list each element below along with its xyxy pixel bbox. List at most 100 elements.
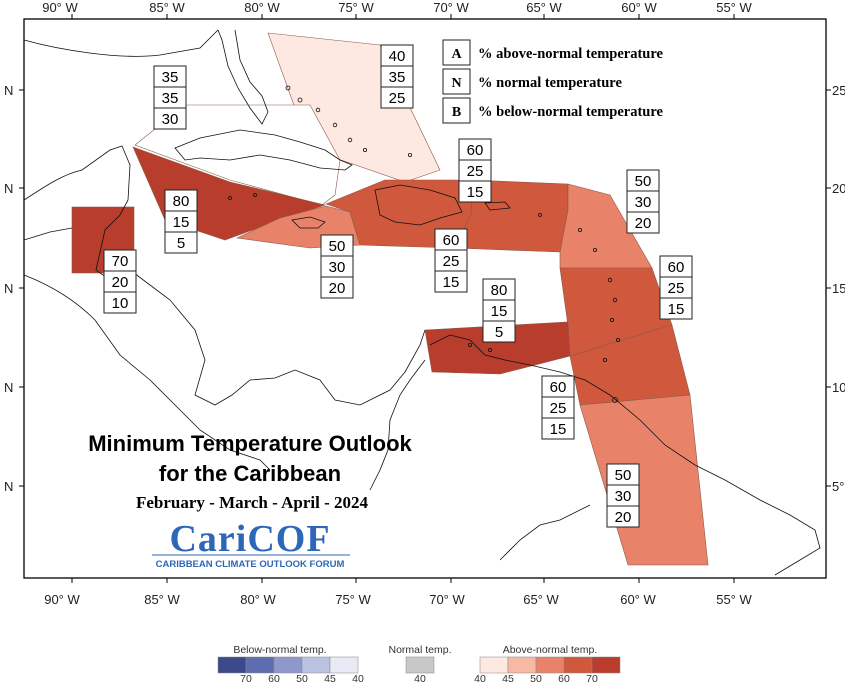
- lon-tick-bottom: 85° W: [144, 592, 180, 607]
- prob-above: 80: [173, 193, 190, 210]
- prob-box-cuba: 35 35 30: [153, 65, 187, 130]
- lon-tick-bottom: 75° W: [335, 592, 371, 607]
- colorbar-above-swatch: [479, 656, 509, 674]
- prob-below: 15: [668, 301, 685, 318]
- legend-key: N: [451, 76, 461, 91]
- lat-tick-right: 15: [832, 281, 845, 296]
- colorbar-tick: 70: [240, 673, 252, 684]
- lon-tick-bottom: 70° W: [429, 592, 465, 607]
- colorbar-tick: 40: [474, 673, 486, 684]
- prob-normal: 35: [389, 69, 406, 86]
- lat-tick-right: 20: [832, 181, 845, 196]
- prob-normal: 30: [635, 194, 652, 211]
- colorbar-tick: 45: [502, 673, 514, 684]
- prob-above: 60: [467, 142, 484, 159]
- lon-tick-top: 85° W: [149, 0, 185, 15]
- prob-below: 20: [615, 509, 632, 526]
- lon-tick-bottom: 60° W: [620, 592, 656, 607]
- outlook-regions: [71, 32, 709, 566]
- prob-above: 40: [389, 48, 406, 65]
- prob-below: 10: [112, 295, 129, 312]
- prob-below: 5: [177, 235, 185, 252]
- prob-above: 60: [550, 379, 567, 396]
- prob-below: 5: [495, 324, 503, 341]
- colorbar-below-title: Below-normal temp.: [233, 644, 326, 656]
- prob-above: 70: [112, 253, 129, 270]
- map-title: Minimum Temperature Outlook: [88, 431, 412, 456]
- prob-box-jamaica: 50 30 20: [320, 234, 354, 299]
- legend-text: % above-normal temperature: [478, 46, 664, 62]
- prob-above: 50: [329, 238, 346, 255]
- prob-normal: 25: [668, 280, 685, 297]
- prob-normal: 20: [112, 274, 129, 291]
- prob-below: 15: [550, 421, 567, 438]
- prob-box-hispaniola: 60 25 15: [458, 138, 492, 203]
- prob-box-puerto-rico: 60 25 15: [434, 228, 468, 293]
- prob-above: 80: [491, 282, 508, 299]
- prob-normal: 15: [491, 303, 508, 320]
- lat-tick-right: 5°: [832, 479, 844, 494]
- lat-tick-left: N: [4, 479, 13, 494]
- map-title-block: Minimum Temperature Outlook for the Cari…: [88, 431, 412, 512]
- legend-key: A: [451, 47, 462, 62]
- prob-above: 60: [443, 232, 460, 249]
- abn-legend: A % above-normal temperature N % normal tem…: [442, 39, 664, 124]
- colorbar-below-swatch: [217, 656, 247, 674]
- legend-text: % below-normal temperature: [478, 104, 664, 120]
- prob-normal: 35: [162, 90, 179, 107]
- lon-tick-bottom: 55° W: [716, 592, 752, 607]
- brand-name: CariCOF: [169, 518, 330, 560]
- colorbar-below-swatch: [301, 656, 331, 674]
- colorbar-tick: 70: [586, 673, 598, 684]
- prob-normal: 25: [443, 253, 460, 270]
- region-abc-islands: [424, 321, 571, 375]
- legend-item: A % above-normal temperature: [442, 39, 664, 66]
- colorbar-tick: 60: [558, 673, 570, 684]
- lon-tick-top: 65° W: [526, 0, 562, 15]
- colorbar-tick: 50: [296, 673, 308, 684]
- coastlines: [23, 29, 821, 576]
- colorbar-normal-swatch: [405, 656, 435, 674]
- prob-above: 35: [162, 69, 179, 86]
- lat-tick-left: N: [4, 83, 13, 98]
- prob-above: 50: [635, 173, 652, 190]
- colorbar-tick: 60: [268, 673, 280, 684]
- prob-normal: 25: [550, 400, 567, 417]
- prob-box-leeward-islands: 50 30 20: [626, 169, 660, 234]
- small-islands: [228, 85, 621, 403]
- prob-box-bahamas: 40 35 25: [380, 44, 414, 109]
- colorbar-above-title: Above-normal temp.: [503, 644, 598, 656]
- lat-tick-left: N: [4, 281, 13, 296]
- prob-normal: 30: [329, 259, 346, 276]
- prob-box-windward-islands: 60 25 15: [659, 255, 693, 320]
- prob-box-guianas: 50 30 20: [606, 463, 640, 528]
- prob-below: 20: [329, 280, 346, 297]
- lon-tick-top: 75° W: [338, 0, 374, 15]
- lat-tick-right: 10: [832, 380, 845, 395]
- legend-item: B % below-normal temperature: [442, 97, 664, 124]
- colorbar-above-swatch: [535, 656, 565, 674]
- prob-below: 15: [443, 274, 460, 291]
- region-cuba: [134, 104, 341, 206]
- colorbar-below-swatch: [245, 656, 275, 674]
- prob-below: 25: [389, 90, 406, 107]
- colorbar-above-swatch: [507, 656, 537, 674]
- colorbar-tick: 40: [352, 673, 364, 684]
- prob-box-abc-islands: 80 15 5: [482, 278, 516, 343]
- prob-above: 50: [615, 467, 632, 484]
- brand-tagline: CARIBBEAN CLIMATE OUTLOOK FORUM: [156, 559, 345, 570]
- lon-tick-top: 70° W: [433, 0, 469, 15]
- latitude-ticks: N N N N N 25 20 15 10 5°: [4, 83, 845, 494]
- lon-tick-bottom: 90° W: [44, 592, 80, 607]
- lon-tick-bottom: 65° W: [523, 592, 559, 607]
- colorbar-tick: 50: [530, 673, 542, 684]
- colorbar-tick: 40: [414, 673, 426, 684]
- prob-below: 20: [635, 215, 652, 232]
- prob-normal: 25: [467, 163, 484, 180]
- prob-below: 30: [162, 111, 179, 128]
- caricof-logo: CariCOF CARIBBEAN CLIMATE OUTLOOK FORUM: [152, 518, 350, 570]
- lon-tick-bottom: 80° W: [240, 592, 276, 607]
- colorbar-below-swatch: [329, 656, 359, 674]
- prob-box-trinidad: 60 25 15: [541, 375, 575, 440]
- map-period: February - March - April - 2024: [136, 493, 368, 512]
